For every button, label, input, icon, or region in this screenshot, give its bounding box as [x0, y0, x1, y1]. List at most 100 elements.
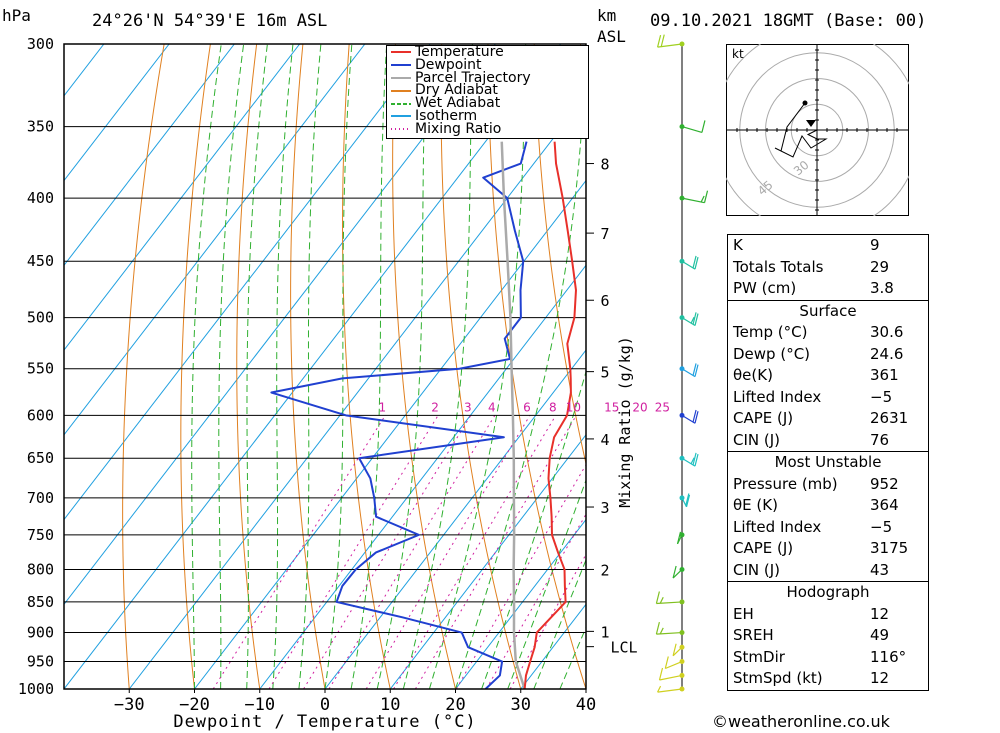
legend-swatch — [391, 102, 411, 105]
mixing-ratio-line — [393, 415, 557, 689]
isotherm-line — [64, 44, 301, 351]
index-value: 3.8 — [870, 279, 894, 297]
wind-barb — [655, 591, 685, 605]
wind-barb-flag — [660, 34, 665, 47]
index-value: 24.6 — [870, 344, 904, 363]
index-value: 12 — [870, 669, 890, 687]
index-row: Temp (°C) 30.6 — [728, 322, 928, 344]
index-label: StmSpd (kt) — [733, 669, 823, 687]
mixing-ratio-label: 15 — [604, 400, 619, 414]
dry-adiabat-line — [122, 44, 165, 689]
km-unit-label: km — [597, 6, 617, 25]
index-label: CAPE (J) — [733, 409, 794, 427]
index-row: CAPE (J) 3175 — [728, 538, 928, 560]
wind-barb — [679, 312, 699, 327]
wind-barb-dot — [679, 124, 685, 130]
legend-label: Wet Adiabat — [415, 95, 501, 112]
wind-barb — [658, 667, 685, 681]
wind-barb-flag — [656, 34, 662, 48]
wind-barb-staff — [657, 688, 683, 693]
mixing-ratio-label: 2 — [431, 400, 439, 414]
temperature-tick-label: 40 — [576, 695, 596, 715]
wet-adiabat-line — [402, 44, 473, 689]
index-label: SREH — [733, 626, 774, 644]
index-value: 29 — [870, 257, 890, 276]
isotherm-line — [64, 44, 235, 267]
mixing-ratio-label: 20 — [632, 400, 647, 414]
wind-barb-flag — [685, 494, 691, 508]
height-tick-label: 7 — [600, 225, 609, 243]
pressure-tick-label: 650 — [27, 449, 54, 467]
legend-swatch — [391, 51, 411, 54]
index-label: θe(K) — [733, 366, 773, 384]
pressure-tick-label: 550 — [27, 360, 54, 378]
pressure-tick-label: 300 — [27, 35, 54, 53]
index-value: 12 — [870, 604, 890, 623]
isotherm-line — [259, 264, 586, 689]
x-axis-title: Dewpoint / Temperature (°C) — [173, 712, 476, 732]
wind-barbs — [655, 34, 709, 693]
wind-barb — [679, 452, 699, 467]
temperature-tick-label: −10 — [244, 695, 275, 715]
pressure-tick-label: 850 — [27, 593, 54, 611]
asl-unit-label: ASL — [597, 27, 626, 46]
parcel-trajectory-line — [500, 141, 526, 689]
mixing-ratio-label: 4 — [488, 400, 496, 414]
index-value: 116° — [870, 647, 907, 666]
mixing-ratio-line — [268, 415, 439, 689]
index-row: θE (K) 364 — [728, 495, 928, 517]
wind-barb-staff — [659, 674, 683, 681]
index-value: 30.6 — [870, 323, 904, 341]
index-label: CAPE (J) — [733, 539, 794, 557]
wind-barb — [679, 190, 709, 204]
wind-barb — [679, 255, 699, 270]
isotherm-line — [455, 518, 586, 689]
wind-barb — [676, 531, 685, 545]
mixing-ratio-line — [212, 415, 386, 689]
mixing-ratio-label: 1 — [378, 400, 386, 414]
legend-swatch — [391, 89, 411, 92]
index-value: 2631 — [870, 409, 909, 427]
mixing-ratio-label: 10 — [566, 400, 581, 414]
index-label: CIN (J) — [733, 560, 781, 579]
height-tick-label: 5 — [600, 364, 609, 382]
mixing-ratio-line — [455, 463, 586, 689]
index-value: 49 — [870, 626, 890, 644]
index-label: θE (K) — [733, 496, 778, 514]
wind-barb-flag — [692, 312, 697, 325]
wind-barb — [679, 493, 691, 508]
pressure-tick-label: 600 — [27, 406, 54, 424]
temperature-tick-label: 20 — [445, 695, 465, 715]
wind-barb-flag — [694, 256, 699, 270]
height-tick-label: 3 — [600, 499, 609, 517]
wind-barb-flag — [692, 452, 697, 466]
index-label: Dewp (°C) — [733, 344, 811, 363]
height-tick-label: 4 — [600, 431, 609, 449]
height-tick-label: 2 — [600, 561, 609, 579]
index-value: 76 — [870, 430, 890, 449]
legend-swatch — [391, 76, 411, 79]
pressure-tick-label: 750 — [27, 526, 54, 544]
wind-barb-flag — [657, 685, 662, 693]
hpa-unit-label: hPa — [2, 6, 31, 25]
pressure-tick-label: 950 — [27, 653, 54, 671]
wind-barb — [679, 120, 706, 134]
wind-barb-flag — [694, 364, 699, 377]
index-value: 364 — [870, 496, 899, 514]
wind-barb-flag — [692, 255, 697, 269]
wind-barb-flag — [664, 656, 669, 669]
isotherm-line — [64, 44, 170, 182]
location-title: 24°26'N 54°39'E 16m ASL — [92, 11, 328, 31]
index-value: 361 — [870, 366, 899, 384]
index-value: −5 — [870, 517, 893, 536]
legend-item: Mixing Ratio — [387, 122, 588, 136]
wind-barb-flag — [659, 627, 664, 635]
temperature-line — [523, 141, 577, 689]
index-value: 3175 — [870, 539, 909, 557]
mixing-ratio-label: 3 — [464, 400, 472, 414]
wind-barb — [679, 363, 699, 378]
wet-adiabat-line — [533, 558, 586, 689]
dry-adiabat-line — [487, 44, 586, 689]
mixing-ratio-axis-title: Mixing Ratio (g/kg) — [616, 336, 634, 508]
